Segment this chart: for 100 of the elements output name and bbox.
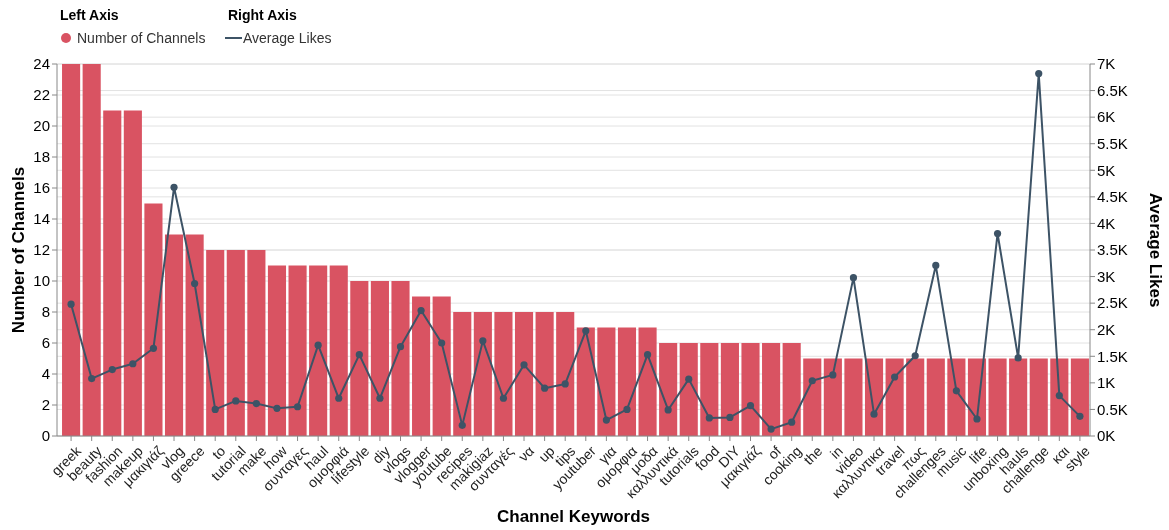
y-tick-label: 10 [33, 272, 50, 290]
y2-tick-label: 5K [1097, 161, 1116, 179]
bar [1050, 358, 1069, 436]
bar [206, 250, 225, 436]
bar [597, 327, 616, 436]
bar [535, 312, 554, 436]
bar [514, 312, 534, 436]
point [438, 339, 446, 347]
bar [926, 358, 945, 436]
point [232, 397, 240, 405]
point [643, 351, 652, 359]
y2-axis-title: Average Likes [1146, 192, 1165, 308]
y2-tick-label: 5.5K [1097, 134, 1128, 152]
point [993, 229, 1002, 238]
y-tick-label: 22 [33, 86, 50, 104]
point [808, 377, 816, 385]
bar [1070, 358, 1089, 436]
y-tick-label: 24 [33, 55, 50, 73]
point [829, 371, 837, 379]
y2-tick-label: 6.5K [1097, 81, 1128, 99]
legend-label: Number of Channels [77, 29, 206, 46]
bar [62, 64, 81, 436]
point [891, 373, 899, 381]
y2-tick-label: 7K [1097, 55, 1116, 73]
y2-tick-label: 4K [1097, 214, 1116, 232]
y-tick-label: 8 [41, 303, 50, 321]
point [561, 380, 569, 388]
point [726, 413, 734, 421]
bar [432, 296, 451, 436]
bar [576, 327, 595, 436]
point [376, 394, 384, 402]
y-tick-label: 20 [33, 117, 50, 135]
y2-tick-label: 3K [1097, 267, 1116, 285]
point [664, 406, 672, 414]
y2-tick-label: 6K [1097, 108, 1116, 126]
y2-tick-label: 2.5K [1097, 294, 1128, 312]
bar [844, 358, 863, 436]
point [211, 405, 219, 414]
bar [247, 250, 266, 436]
point [541, 384, 549, 392]
bar [1029, 358, 1048, 436]
y-tick-label: 12 [33, 241, 50, 259]
bar [741, 343, 760, 436]
point [129, 360, 137, 368]
point [788, 418, 796, 426]
point [602, 416, 610, 424]
point [1035, 69, 1043, 78]
point [252, 399, 260, 408]
point [870, 410, 878, 418]
bar [638, 327, 657, 436]
point [705, 414, 713, 422]
point [911, 352, 919, 360]
point [849, 274, 858, 282]
bar [885, 358, 904, 436]
y-axis-title: Number of Channels [9, 166, 28, 334]
point [479, 337, 487, 345]
bar [144, 203, 163, 436]
bar [947, 358, 966, 436]
point [1014, 354, 1022, 362]
point [335, 394, 343, 402]
point [952, 387, 960, 395]
bar [988, 358, 1007, 436]
bar [679, 343, 698, 436]
bar [453, 312, 472, 436]
point [685, 375, 693, 383]
bar [556, 312, 575, 436]
y-tick-label: 6 [41, 334, 50, 352]
y2-tick-label: 1K [1097, 374, 1116, 392]
bar [473, 312, 492, 436]
y2-tick-label: 2K [1097, 320, 1116, 338]
bar [823, 358, 842, 436]
point [973, 415, 981, 423]
point [108, 365, 116, 374]
y2-tick-label: 1.5K [1097, 347, 1128, 365]
point [191, 279, 199, 288]
bar [782, 343, 801, 436]
bar [803, 358, 822, 436]
x-tick-label: να [515, 442, 538, 465]
point [623, 405, 631, 414]
y2-tick-label: 0.5K [1097, 400, 1128, 418]
bar [329, 265, 348, 436]
point [458, 421, 466, 429]
y2-tick-label: 3.5K [1097, 241, 1128, 259]
bar [617, 327, 637, 436]
bar [762, 343, 781, 436]
point [767, 425, 775, 433]
point [273, 404, 281, 412]
point [932, 261, 940, 270]
point [499, 394, 508, 402]
y-tick-label: 14 [33, 210, 50, 228]
legend-title: Left Axis [60, 7, 119, 23]
point [582, 327, 590, 335]
bar [391, 281, 410, 436]
bar [288, 265, 307, 436]
point [314, 341, 322, 349]
bar [185, 234, 204, 436]
point [293, 403, 302, 411]
bar [267, 265, 287, 436]
bar [659, 343, 678, 436]
y-tick-label: 18 [33, 148, 50, 166]
